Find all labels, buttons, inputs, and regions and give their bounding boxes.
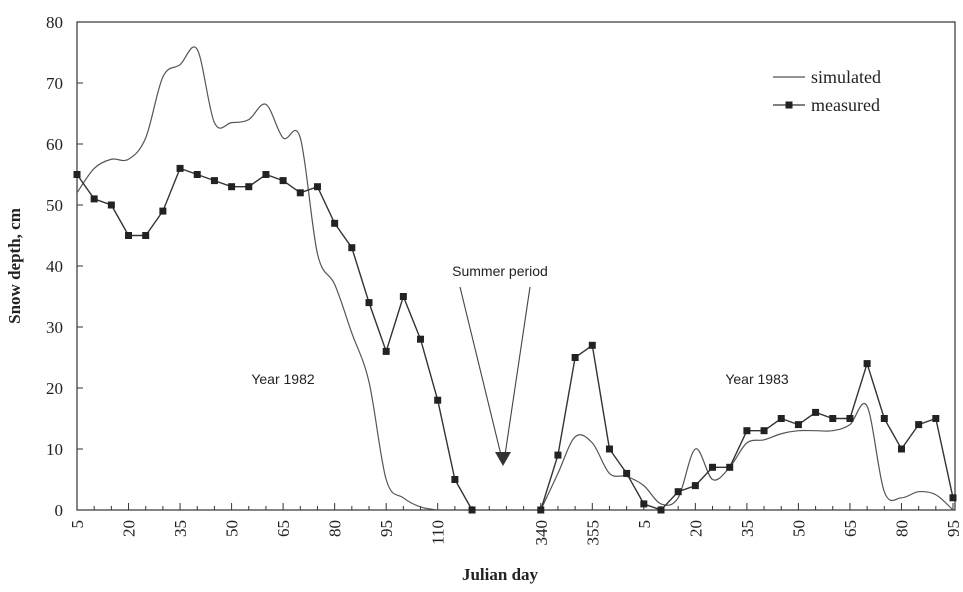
x-tick-label: 80	[326, 520, 345, 537]
marker	[313, 183, 321, 191]
x-tick-label: 80	[892, 520, 911, 537]
marker	[142, 232, 150, 239]
legend-label: simulated	[811, 67, 881, 87]
x-tick-label: 20	[686, 520, 705, 537]
marker	[657, 506, 665, 514]
marker	[932, 415, 940, 422]
marker	[794, 421, 802, 429]
marker	[554, 451, 562, 459]
x-tick-label: 355	[583, 520, 602, 546]
marker	[73, 171, 81, 178]
marker	[897, 445, 905, 453]
series-line	[76, 46, 954, 511]
y-tick-label: 60	[46, 135, 63, 154]
legend-marker	[785, 101, 793, 109]
marker	[623, 469, 631, 477]
marker	[331, 219, 339, 227]
marker	[193, 171, 201, 178]
marker	[863, 360, 871, 368]
y-tick-label: 30	[46, 318, 63, 337]
marker	[640, 500, 648, 508]
marker	[537, 506, 545, 514]
y-tick-label: 10	[46, 440, 63, 459]
arrow-head	[495, 452, 511, 466]
x-tick-label: 110	[429, 520, 448, 545]
y-tick-label: 20	[46, 379, 63, 398]
marker	[417, 335, 425, 343]
arrow-line	[504, 286, 531, 456]
x-tick-label: 35	[171, 520, 190, 537]
marker	[846, 415, 854, 422]
annotation: Year 1983	[725, 371, 789, 387]
x-tick-label: 35	[738, 520, 757, 537]
x-tick-label: 5	[635, 520, 654, 529]
series-line	[76, 167, 954, 511]
marker	[709, 463, 717, 471]
marker	[245, 183, 253, 191]
marker	[399, 293, 407, 300]
arrow-line	[459, 286, 502, 456]
marker	[760, 427, 768, 435]
x-tick-label: 50	[789, 520, 808, 537]
marker	[691, 482, 699, 490]
marker	[605, 445, 613, 453]
x-tick-label: 95	[377, 520, 396, 537]
marker	[365, 299, 373, 307]
marker	[829, 415, 837, 422]
x-axis-title: Julian day	[462, 565, 539, 584]
annotation: Year 1982	[251, 371, 315, 387]
y-tick-label: 50	[46, 196, 63, 215]
marker	[588, 341, 596, 349]
x-tick-label: 95	[944, 520, 963, 537]
marker	[159, 207, 167, 215]
x-tick-label: 65	[274, 520, 293, 537]
marker	[279, 177, 287, 185]
legend-label: measured	[811, 95, 880, 115]
marker	[176, 164, 184, 172]
marker	[125, 232, 133, 239]
marker	[571, 354, 579, 361]
y-tick-label: 80	[46, 13, 63, 32]
y-tick-label: 0	[55, 501, 64, 520]
y-tick-label: 40	[46, 257, 63, 276]
x-tick-label: 5	[68, 520, 87, 529]
summer-arrow	[459, 286, 531, 456]
marker	[949, 494, 957, 502]
marker	[777, 415, 785, 422]
marker	[348, 244, 356, 252]
marker	[382, 347, 390, 355]
y-axis-title: Snow depth, cm	[5, 208, 24, 324]
marker	[90, 195, 98, 203]
marker	[743, 427, 751, 435]
marker	[434, 396, 442, 404]
marker	[107, 201, 115, 209]
marker	[468, 506, 476, 514]
marker	[726, 463, 734, 471]
marker	[210, 177, 218, 185]
annotation: Summer period	[452, 263, 548, 279]
x-tick-label: 50	[223, 520, 242, 537]
x-tick-label: 20	[120, 520, 139, 537]
marker	[880, 415, 888, 422]
x-tick-label: 340	[532, 520, 551, 546]
marker	[674, 488, 682, 496]
marker	[812, 408, 820, 416]
marker	[296, 189, 304, 197]
marker	[262, 171, 270, 178]
marker	[915, 421, 923, 429]
x-tick-label: 65	[841, 520, 860, 537]
y-tick-label: 70	[46, 74, 63, 93]
marker	[228, 183, 236, 191]
marker	[451, 476, 459, 483]
